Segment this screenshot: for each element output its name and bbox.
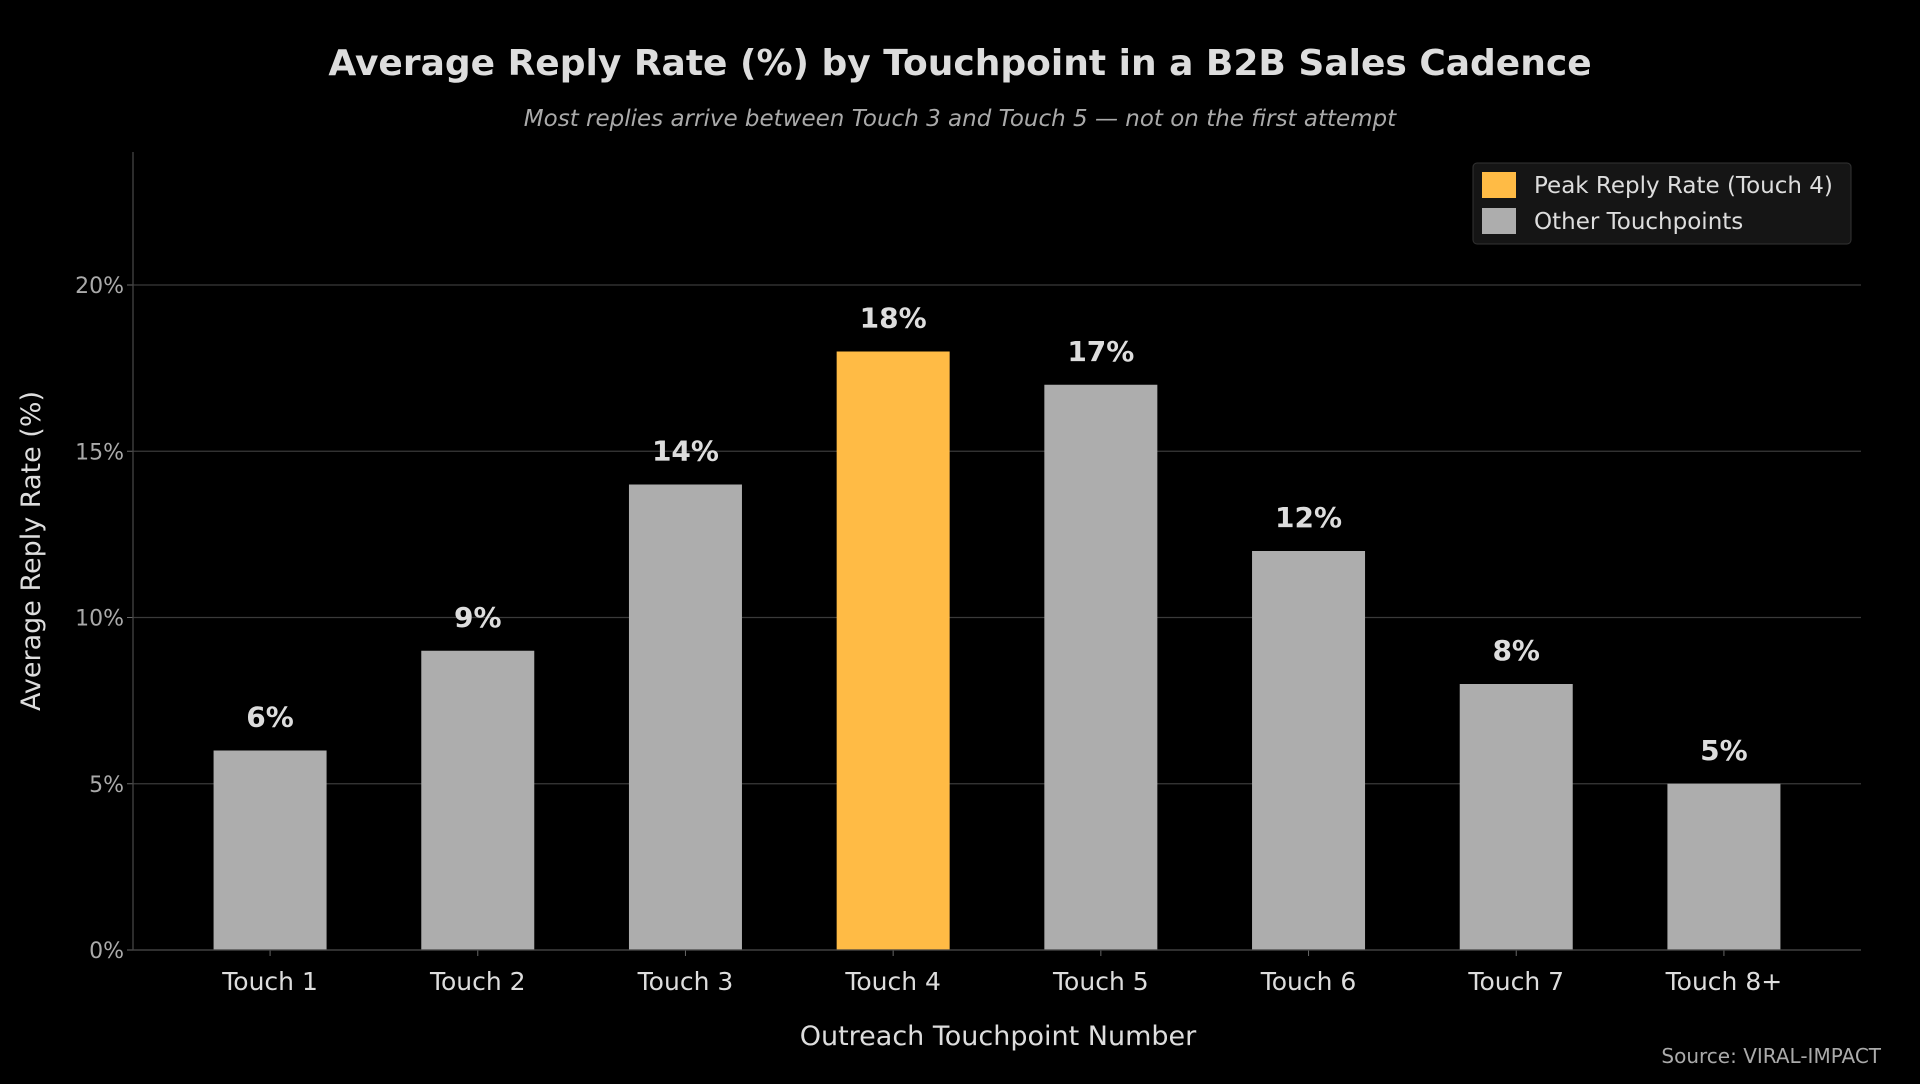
bar-6	[1252, 551, 1366, 950]
y-tick-label: 10%	[75, 607, 124, 632]
bar-5	[1044, 384, 1158, 950]
y-tick-label: 20%	[75, 274, 124, 299]
y-tick-label: 0%	[89, 939, 124, 964]
x-tick-label: Touch 5	[1052, 967, 1149, 996]
bar-4	[836, 351, 950, 950]
axes: 0% 5% 10% 15% 20% Touch 1 Touch 2 Touch 3 Touch …	[75, 152, 1861, 996]
bar-1	[213, 750, 327, 950]
bar-7	[1459, 684, 1573, 950]
data-label: 18%	[860, 302, 927, 335]
gridlines	[133, 284, 1861, 951]
x-tick-label: Touch 3	[637, 967, 734, 996]
data-label: 5%	[1700, 734, 1748, 767]
x-tick-label: Touch 1	[221, 967, 318, 996]
data-label: 14%	[652, 435, 719, 468]
data-label: 17%	[1067, 335, 1134, 368]
legend-label-peak: Peak Reply Rate (Touch 4)	[1534, 173, 1833, 199]
data-label: 9%	[454, 601, 502, 634]
legend-swatch-peak	[1482, 172, 1516, 198]
legend-box	[1472, 162, 1852, 245]
data-label: 12%	[1275, 501, 1342, 534]
x-axis-label: Outreach Touchpoint Number	[800, 1021, 1197, 1052]
data-label: 8%	[1492, 634, 1540, 667]
bars: 6% 9% 14% 18% 17% 12% 8% 5%	[213, 302, 1781, 950]
x-tick-label: Touch 6	[1260, 967, 1357, 996]
y-tick-label: 5%	[89, 773, 124, 798]
y-axis-label: Average Reply Rate (%)	[16, 391, 47, 711]
bar-2	[421, 650, 535, 950]
y-tick-label: 15%	[75, 440, 124, 465]
bar-8	[1667, 783, 1781, 950]
legend-label-other: Other Touchpoints	[1534, 209, 1743, 235]
x-tick-label: Touch 2	[429, 967, 526, 996]
source-note: Source: VIRAL-IMPACT	[1661, 1044, 1881, 1068]
bar-3	[628, 484, 742, 950]
x-tick-label: Touch 4	[844, 967, 941, 996]
legend: Peak Reply Rate (Touch 4) Other Touchpoi…	[1472, 162, 1852, 245]
data-label: 6%	[246, 701, 294, 734]
legend-swatch-other	[1482, 208, 1516, 234]
x-tick-label: Touch 7	[1467, 967, 1564, 996]
chart-title: Average Reply Rate (%) by Touchpoint in …	[328, 43, 1591, 84]
x-tick-label: Touch 8+	[1665, 967, 1783, 996]
chart-subtitle: Most replies arrive between Touch 3 and …	[524, 106, 1397, 132]
